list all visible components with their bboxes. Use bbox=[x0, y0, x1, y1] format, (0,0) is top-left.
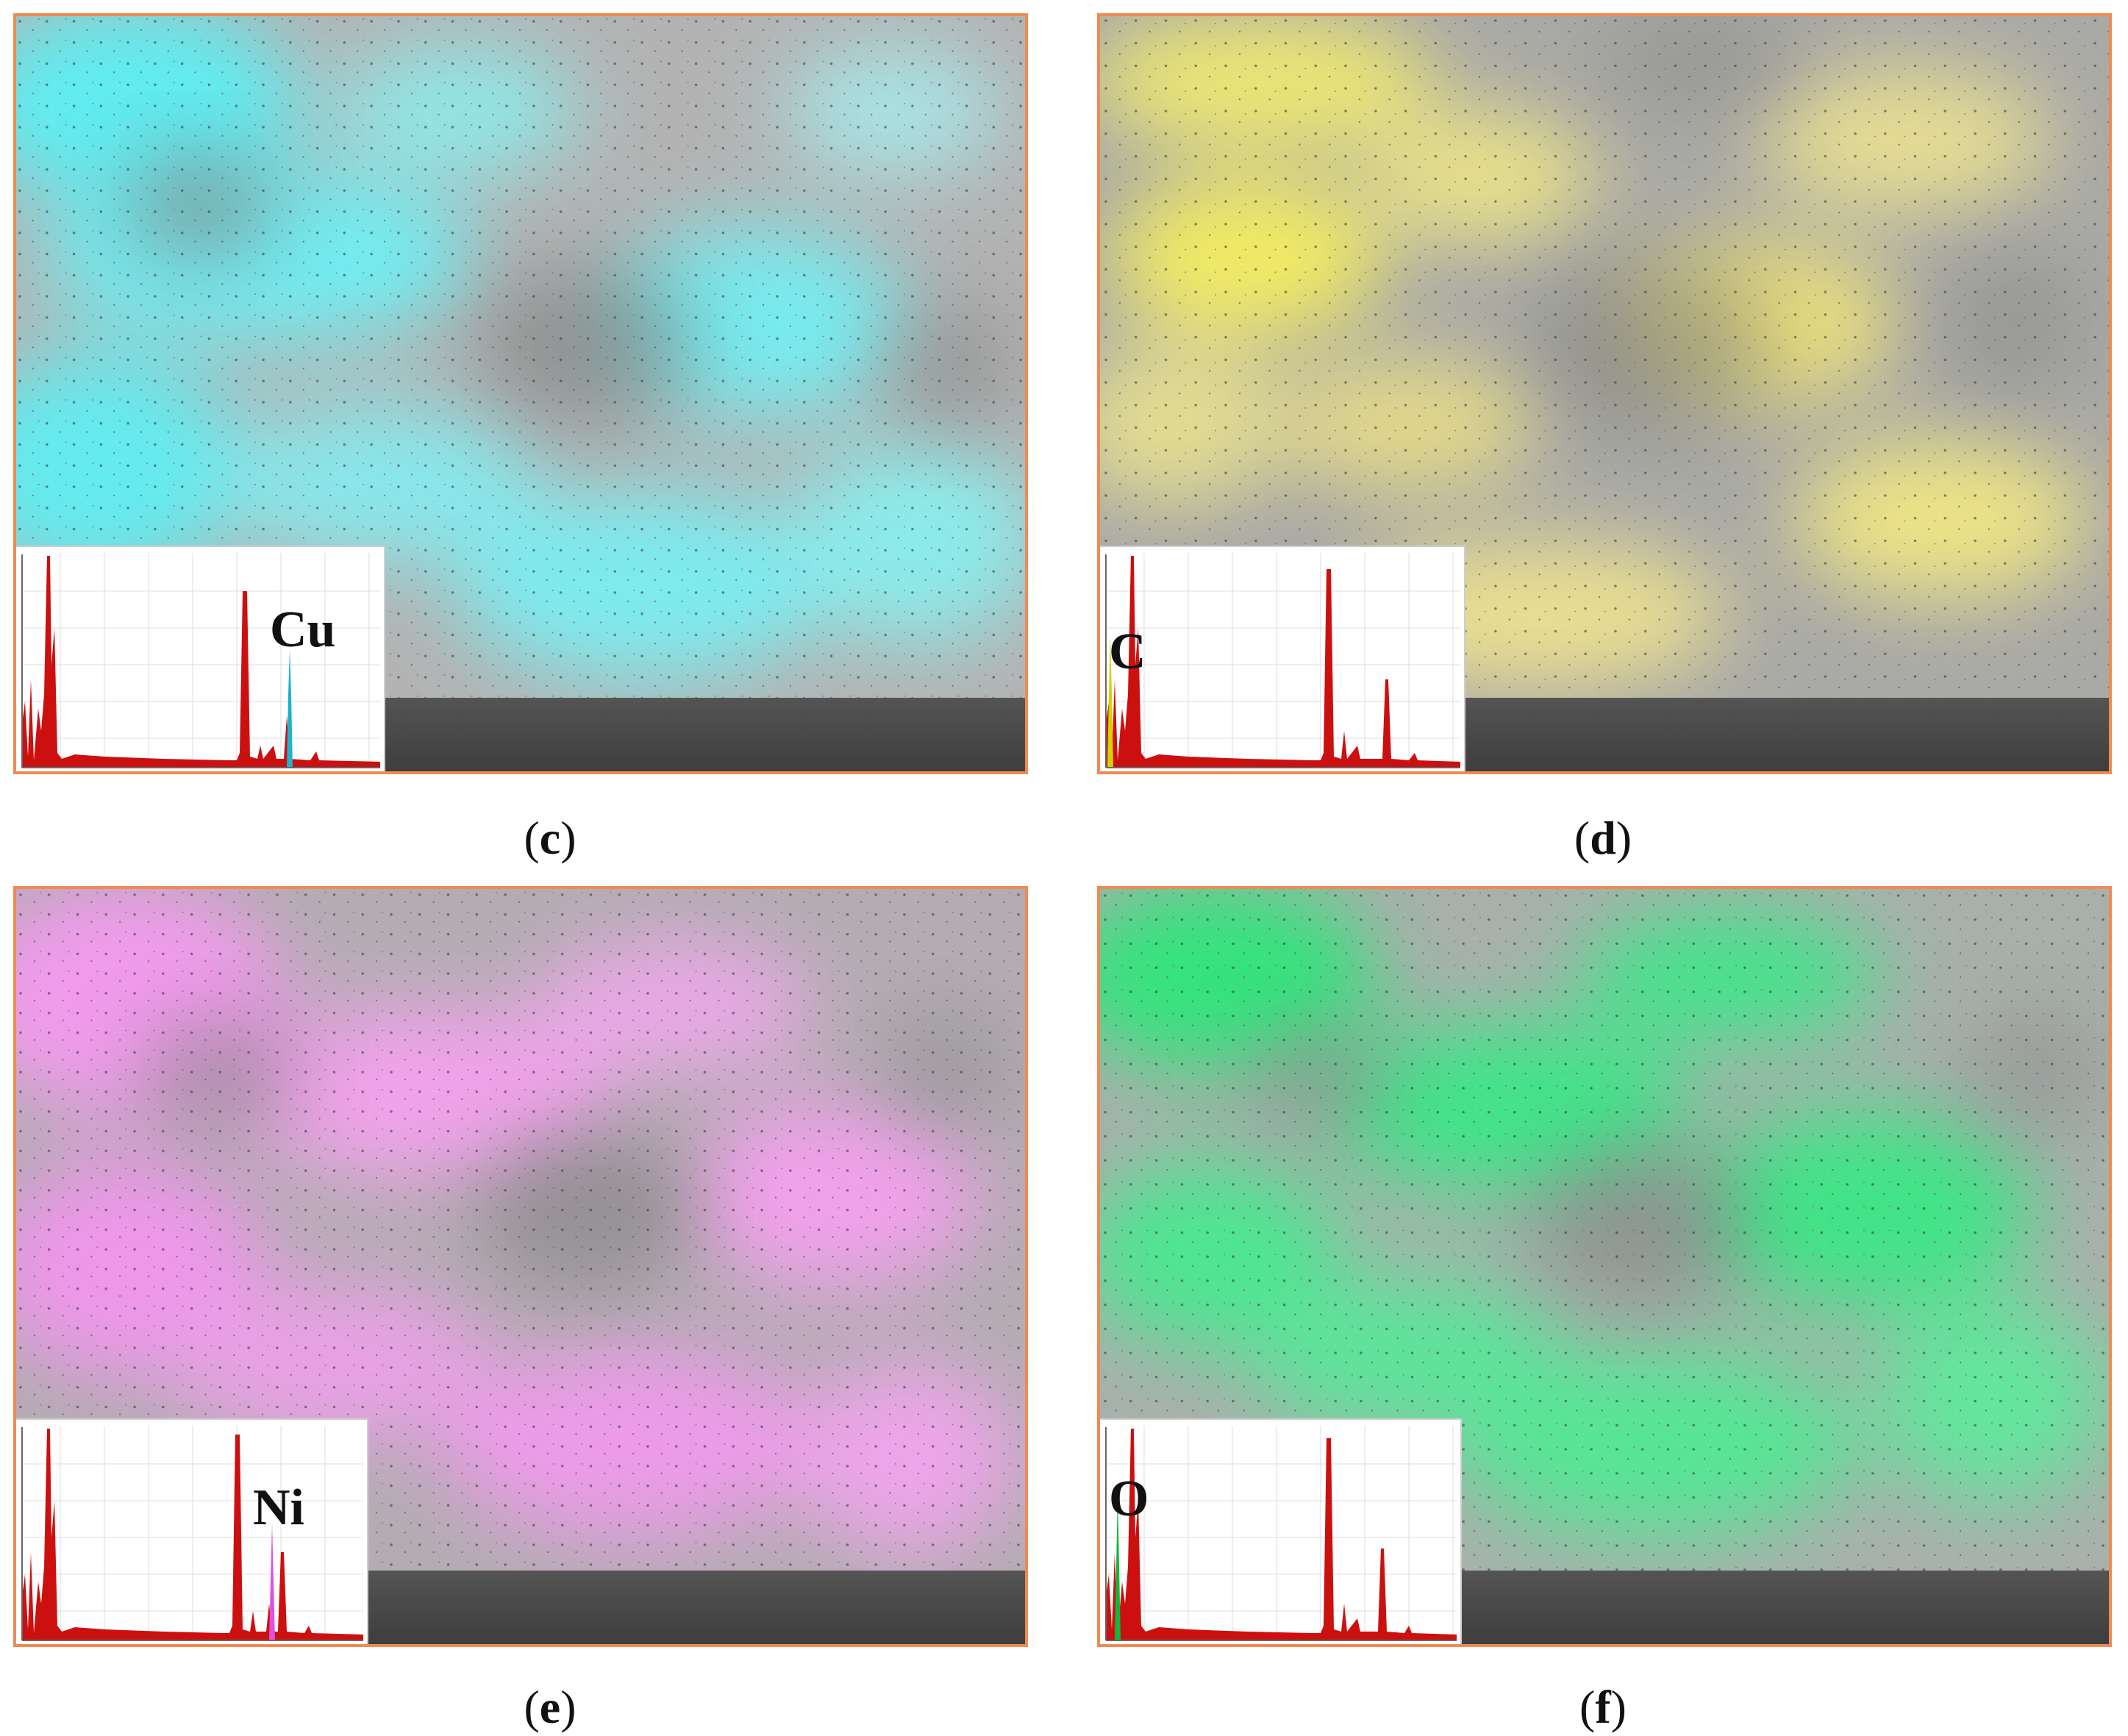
eds-map-panel-e: Ni bbox=[13, 886, 1028, 1647]
element-peak-marker bbox=[269, 1523, 275, 1640]
element-label: Cu bbox=[270, 601, 336, 658]
caption-close-paren: ) bbox=[560, 1681, 576, 1733]
eds-spectrum-inset bbox=[16, 1418, 368, 1644]
caption-open-paren: ( bbox=[524, 812, 540, 864]
eds-map-panel-c: Cu bbox=[13, 13, 1028, 774]
spectrum-trace bbox=[1106, 1429, 1457, 1640]
caption-letter: d bbox=[1590, 812, 1616, 864]
element-peak-marker bbox=[287, 650, 293, 768]
eds-spectrum-plot bbox=[21, 1426, 363, 1641]
caption-c: (c) bbox=[403, 815, 697, 862]
eds-spectrum-plot bbox=[1105, 553, 1460, 768]
eds-map-panel-f: O bbox=[1097, 886, 2112, 1647]
caption-d: (d) bbox=[1456, 815, 1750, 862]
spectrum-trace bbox=[22, 556, 380, 768]
caption-letter: f bbox=[1595, 1681, 1611, 1733]
element-label: O bbox=[1109, 1471, 1149, 1527]
eds-spectrum-plot bbox=[1105, 1426, 1457, 1641]
caption-e: (e) bbox=[403, 1684, 697, 1731]
eds-map-image bbox=[16, 16, 1025, 771]
caption-letter: e bbox=[539, 1681, 561, 1733]
element-peak-marker bbox=[1107, 635, 1113, 768]
caption-close-paren: ) bbox=[1615, 812, 1632, 864]
spectrum-trace bbox=[1106, 556, 1460, 768]
caption-close-paren: ) bbox=[560, 812, 576, 864]
caption-f: (f) bbox=[1456, 1684, 1750, 1731]
eds-spectrum-inset bbox=[1100, 546, 1465, 771]
element-label: Ni bbox=[253, 1479, 304, 1536]
eds-spectrum-inset bbox=[1100, 1418, 1462, 1644]
eds-map-panel-d: C bbox=[1097, 13, 2112, 774]
caption-letter: c bbox=[539, 812, 561, 864]
eds-spectrum-inset bbox=[16, 546, 385, 771]
element-label: C bbox=[1109, 624, 1146, 680]
caption-open-paren: ( bbox=[1574, 812, 1590, 864]
eds-spectrum-plot bbox=[21, 553, 380, 768]
caption-close-paren: ) bbox=[1610, 1681, 1627, 1733]
caption-open-paren: ( bbox=[524, 1681, 540, 1733]
spectrum-trace bbox=[22, 1429, 363, 1640]
element-peak-marker bbox=[1115, 1493, 1121, 1640]
caption-open-paren: ( bbox=[1579, 1681, 1596, 1733]
